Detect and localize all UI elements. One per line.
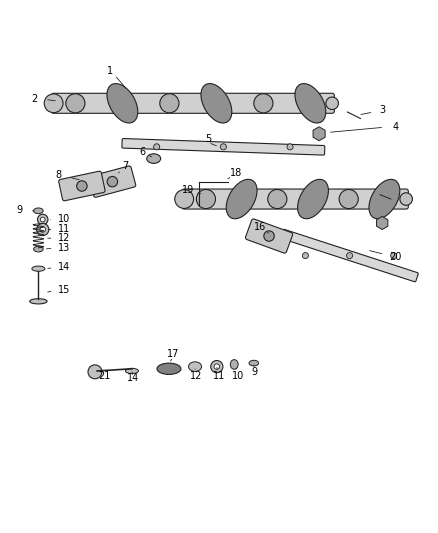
- FancyBboxPatch shape: [89, 166, 136, 197]
- Ellipse shape: [34, 208, 43, 214]
- FancyBboxPatch shape: [245, 219, 293, 253]
- Ellipse shape: [297, 179, 328, 219]
- FancyBboxPatch shape: [51, 93, 334, 114]
- FancyBboxPatch shape: [59, 171, 105, 201]
- Ellipse shape: [147, 154, 161, 163]
- Text: 9: 9: [17, 205, 23, 215]
- Circle shape: [88, 365, 102, 379]
- Text: 21: 21: [99, 371, 111, 381]
- Text: 5: 5: [205, 134, 211, 144]
- Ellipse shape: [32, 266, 45, 271]
- Ellipse shape: [201, 84, 232, 123]
- Circle shape: [211, 360, 223, 373]
- Circle shape: [264, 231, 274, 241]
- Text: 13: 13: [58, 243, 71, 253]
- Circle shape: [196, 189, 215, 208]
- Text: 7: 7: [122, 161, 128, 172]
- Ellipse shape: [34, 246, 43, 252]
- Text: 11: 11: [213, 371, 225, 381]
- Ellipse shape: [125, 368, 138, 374]
- Circle shape: [154, 144, 160, 150]
- Circle shape: [40, 217, 45, 222]
- Text: 1: 1: [107, 66, 113, 76]
- Polygon shape: [377, 216, 388, 230]
- Ellipse shape: [249, 360, 258, 366]
- Circle shape: [302, 253, 308, 259]
- Circle shape: [66, 94, 85, 113]
- Text: 14: 14: [58, 262, 71, 272]
- Circle shape: [214, 364, 219, 369]
- Polygon shape: [313, 127, 325, 141]
- Circle shape: [268, 189, 287, 208]
- Ellipse shape: [188, 362, 201, 372]
- Circle shape: [220, 144, 226, 150]
- Ellipse shape: [226, 179, 257, 219]
- Ellipse shape: [295, 84, 326, 123]
- Text: 15: 15: [58, 286, 71, 295]
- Circle shape: [391, 253, 397, 259]
- Ellipse shape: [107, 84, 138, 123]
- Circle shape: [160, 94, 179, 113]
- Text: 3: 3: [379, 105, 385, 115]
- Text: 8: 8: [55, 170, 61, 180]
- Text: 14: 14: [127, 373, 139, 383]
- Circle shape: [107, 176, 117, 187]
- Text: 20: 20: [389, 252, 402, 262]
- Circle shape: [38, 214, 48, 225]
- Text: 2: 2: [31, 94, 37, 104]
- Text: 10: 10: [58, 214, 71, 224]
- Circle shape: [44, 94, 63, 112]
- Circle shape: [175, 190, 194, 208]
- Circle shape: [400, 193, 413, 205]
- Text: 16: 16: [254, 222, 266, 232]
- FancyBboxPatch shape: [281, 229, 418, 282]
- Circle shape: [339, 189, 358, 208]
- Circle shape: [346, 253, 353, 259]
- Circle shape: [287, 144, 293, 150]
- Text: 17: 17: [167, 350, 180, 359]
- Text: 19: 19: [182, 185, 194, 195]
- Ellipse shape: [230, 360, 238, 369]
- Text: 12: 12: [190, 371, 202, 381]
- Text: 18: 18: [230, 168, 243, 178]
- Circle shape: [254, 94, 273, 113]
- Circle shape: [40, 227, 46, 232]
- Text: 6: 6: [140, 148, 146, 157]
- Text: 10: 10: [232, 371, 244, 381]
- Ellipse shape: [157, 363, 181, 375]
- Text: 4: 4: [392, 122, 398, 132]
- Ellipse shape: [369, 179, 400, 219]
- Text: 9: 9: [251, 367, 258, 377]
- Circle shape: [326, 97, 339, 110]
- FancyBboxPatch shape: [122, 139, 325, 155]
- Text: 11: 11: [58, 224, 71, 233]
- Circle shape: [77, 181, 87, 191]
- FancyBboxPatch shape: [182, 189, 408, 209]
- Ellipse shape: [30, 298, 47, 304]
- Circle shape: [37, 223, 49, 236]
- Text: 12: 12: [58, 233, 71, 243]
